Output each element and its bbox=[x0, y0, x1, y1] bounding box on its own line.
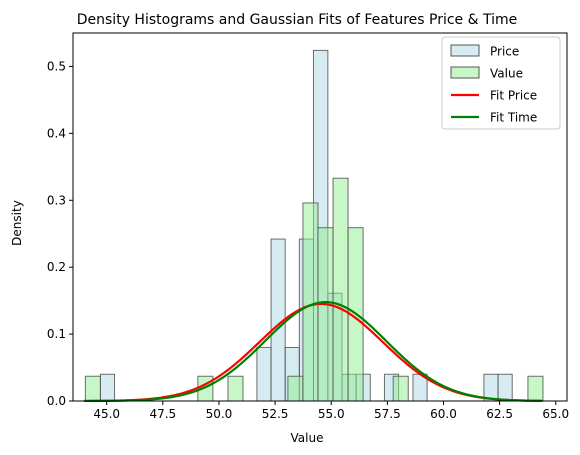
x-tick-label: 62.5 bbox=[486, 407, 513, 421]
value-bar bbox=[287, 375, 304, 402]
chart-title: Density Histograms and Gaussian Fits of … bbox=[77, 12, 518, 28]
x-tick-label: 52.5 bbox=[262, 407, 289, 421]
x-tick-label: 55.0 bbox=[318, 407, 345, 421]
y-tick-label: 0.5 bbox=[47, 59, 66, 73]
price-bar bbox=[99, 373, 116, 402]
value-bar bbox=[227, 375, 244, 402]
y-axis: 0.0 0.1 0.2 0.3 0.4 0.5 bbox=[47, 59, 73, 408]
price-bar bbox=[497, 373, 513, 402]
legend-label: Fit Time bbox=[490, 111, 537, 125]
legend-box bbox=[441, 36, 561, 130]
x-tick-label: 45.0 bbox=[93, 407, 120, 421]
value-bar bbox=[392, 375, 409, 402]
y-tick-label: 0.1 bbox=[47, 327, 66, 341]
legend-swatch bbox=[450, 44, 480, 57]
value-bar bbox=[332, 177, 349, 402]
x-axis: 45.0 47.5 50.0 52.5 55.0 57.5 60.0 62.5 65.0 bbox=[93, 401, 569, 421]
y-tick-label: 0.0 bbox=[47, 394, 66, 408]
x-tick-label: 57.5 bbox=[374, 407, 401, 421]
x-axis-label: Value bbox=[291, 431, 324, 445]
plot-frame bbox=[72, 32, 568, 402]
y-axis-label: Density bbox=[10, 200, 24, 246]
value-bar bbox=[527, 375, 544, 402]
price-bar bbox=[256, 346, 272, 402]
x-tick-label: 50.0 bbox=[206, 407, 233, 421]
legend-label: Price bbox=[490, 45, 519, 59]
value-bar bbox=[317, 227, 334, 402]
legend: Price Value Fit Price Fit Time bbox=[441, 36, 561, 130]
y-tick-label: 0.2 bbox=[47, 260, 66, 274]
plot-area bbox=[84, 49, 544, 403]
y-tick-label: 0.4 bbox=[47, 126, 66, 140]
x-tick-label: 60.0 bbox=[430, 407, 457, 421]
fit-curves bbox=[84, 301, 543, 403]
legend-swatch bbox=[450, 66, 480, 79]
value-bar bbox=[302, 202, 319, 402]
fit-time-curve bbox=[84, 301, 543, 403]
legend-label: Value bbox=[490, 67, 523, 81]
legend-label: Fit Price bbox=[490, 89, 537, 103]
x-tick-label: 47.5 bbox=[149, 407, 176, 421]
y-tick-label: 0.3 bbox=[47, 193, 66, 207]
x-tick-label: 65.0 bbox=[542, 407, 569, 421]
value-bar bbox=[84, 375, 101, 402]
